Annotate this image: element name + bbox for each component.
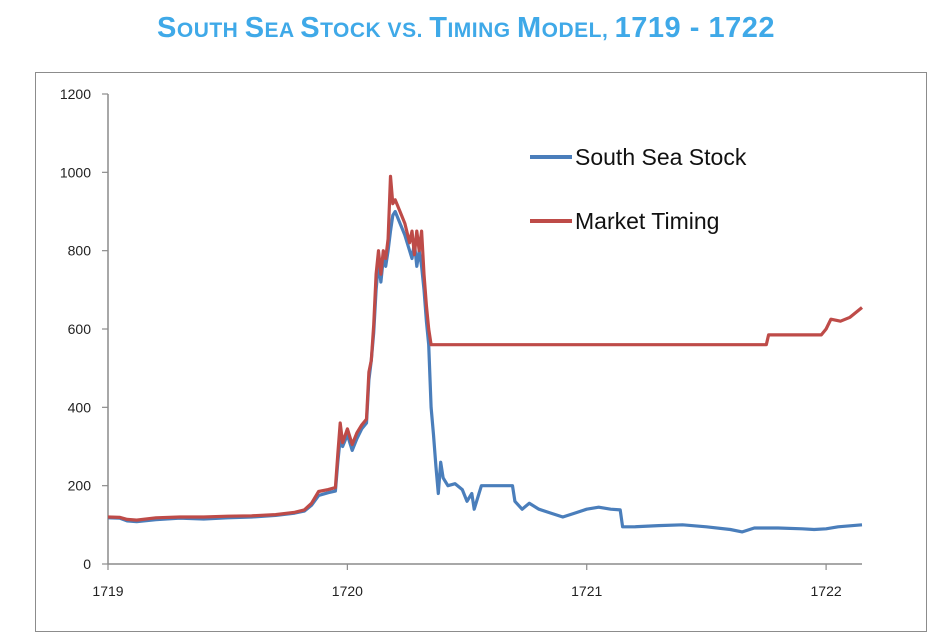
legend: South Sea Stock Market Timing	[530, 144, 747, 234]
title-part: ea	[264, 19, 301, 42]
series-line-south-sea-stock	[107, 209, 863, 534]
y-tick-label: 200	[68, 478, 92, 494]
title-part: tock vs.	[320, 19, 430, 42]
x-tick-label: 1720	[332, 583, 363, 599]
y-tick-label: 1000	[60, 164, 91, 180]
series-lines	[107, 174, 864, 534]
title-part: S	[244, 12, 265, 44]
legend-label: Market Timing	[575, 208, 719, 234]
x-tick-label: 1721	[571, 583, 602, 599]
y-tick-label: 1200	[60, 86, 91, 102]
y-tick-label: 800	[68, 243, 92, 259]
y-tick-label: 400	[68, 399, 92, 415]
title-part: S	[300, 12, 321, 44]
title-part: odel,	[541, 19, 615, 42]
axes: 0 200 400 600 800 1000 1200 1719 1720 1721 1722	[60, 86, 862, 599]
x-tick-label: 1719	[92, 583, 123, 599]
chart-title: South Sea Stock vs. Timing Model, 1719 -…	[0, 12, 932, 45]
y-tick-label: 0	[83, 556, 91, 572]
title-part: S	[157, 12, 177, 44]
chart-frame	[35, 72, 927, 632]
title-part: 1719 - 1722	[614, 12, 775, 44]
title-part: T	[429, 12, 448, 44]
legend-label: South Sea Stock	[575, 144, 747, 170]
x-tick-label: 1722	[811, 583, 842, 599]
title-part: iming	[447, 19, 517, 42]
series-line-market-timing	[107, 174, 864, 522]
title-part: outh	[176, 19, 245, 42]
title-part: M	[516, 12, 542, 44]
y-tick-label: 600	[68, 321, 92, 337]
